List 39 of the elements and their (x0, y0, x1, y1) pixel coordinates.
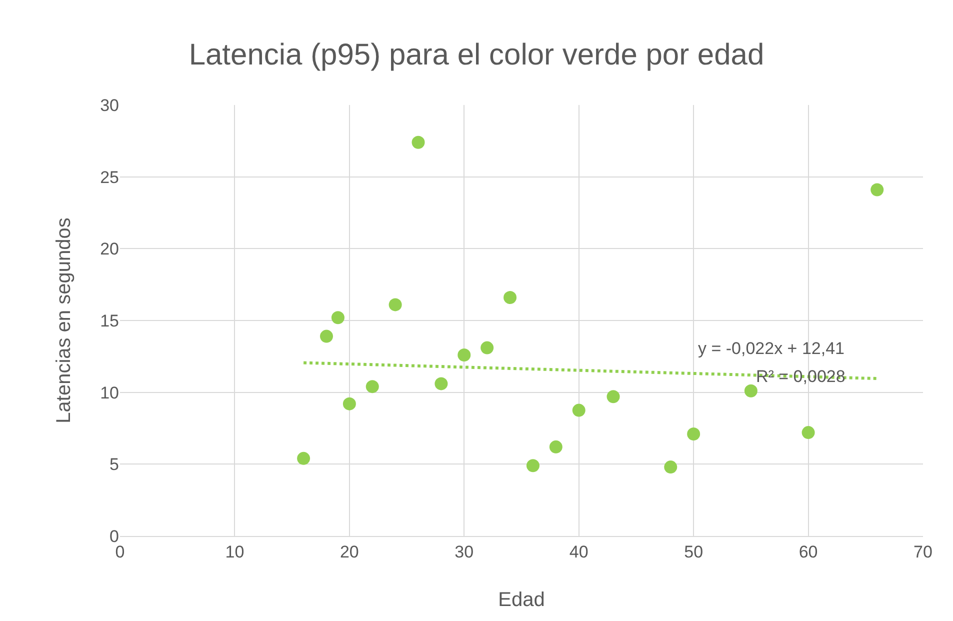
x-tick-label: 40 (569, 542, 588, 562)
x-tick-label: 20 (340, 542, 359, 562)
point (297, 452, 310, 465)
point (342, 397, 356, 410)
x-axis-title: Edad (498, 589, 545, 611)
y-tick-label: 10 (100, 383, 119, 402)
x-tick-label: 30 (454, 542, 474, 562)
x-tick-label: 60 (798, 542, 818, 562)
point (412, 136, 425, 149)
point (870, 183, 884, 196)
x-tick-label: 70 (914, 542, 932, 562)
y-axis-title: Latencias en segundos (53, 218, 75, 424)
y-tick-label: 5 (110, 455, 119, 474)
point (526, 459, 540, 472)
point (320, 330, 333, 343)
point (434, 377, 448, 390)
point (366, 380, 379, 394)
y-tick-label: 25 (100, 168, 119, 187)
point (480, 341, 494, 354)
annotation: R² = 0,0028 (756, 367, 846, 386)
x-tick-label: 50 (684, 542, 704, 562)
y-tick-label: 0 (110, 526, 119, 546)
y-tick-label: 20 (100, 240, 119, 259)
point (331, 311, 344, 324)
point (572, 404, 586, 417)
point (458, 348, 471, 362)
point (504, 291, 517, 304)
point (549, 440, 562, 454)
point (606, 390, 620, 404)
y-tick-label: 15 (100, 311, 119, 330)
point (687, 428, 700, 440)
annotation: y = -0,022x + 12,41 (698, 339, 844, 358)
x-tick-label: 10 (225, 542, 244, 562)
y-tick-label: 30 (100, 96, 119, 115)
point (388, 298, 402, 312)
point (744, 384, 758, 398)
point (664, 460, 678, 474)
chart-title: Latencia (p95) para el color verde por edad (188, 38, 764, 72)
point (802, 426, 815, 440)
